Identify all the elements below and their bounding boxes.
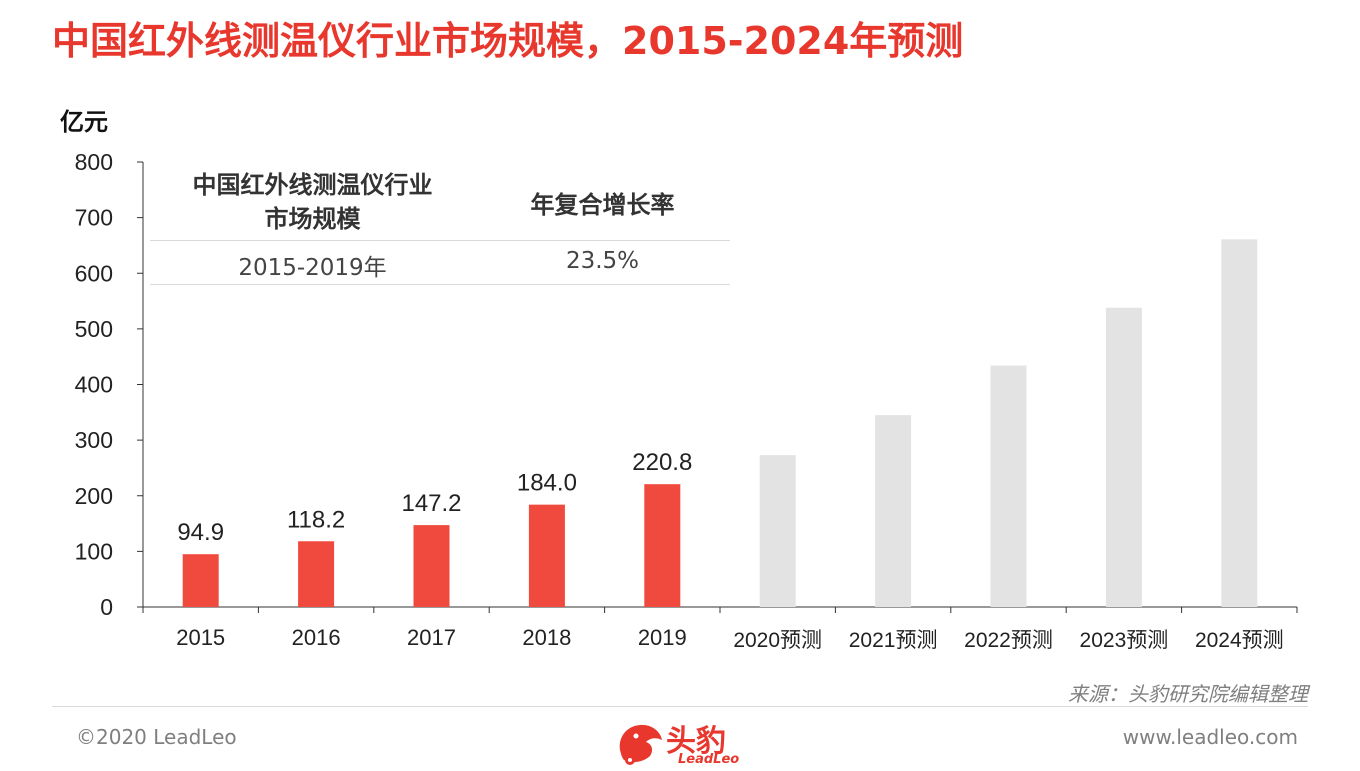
leadleo-logo: 头豹 LeadLeo [616,716,756,770]
forecast-bar [990,365,1027,607]
x-tick-label: 2024预测 [1195,629,1284,652]
forecast-bar [875,415,912,607]
copyright-text: ©2020 LeadLeo [76,725,237,749]
y-tick-label: 100 [75,538,113,564]
cagr-period: 2015-2019年 [238,255,387,281]
x-axis: 2015 2016 2017 2018 2019 2020预测 2021预测 2022预测 20… [142,606,1298,652]
website-url: www.leadleo.com [1122,725,1298,749]
y-axis-unit-label: 亿元 [60,108,108,136]
x-tick-label: 2017 [407,625,456,650]
logo-chinese-text: 头豹 [666,724,726,759]
leopard-head-icon [619,724,662,765]
page-title: 中国红外线测温仪行业市场规模，2015-2024年预测 [52,19,964,63]
actual-bar [528,504,565,607]
actual-bar [182,554,219,607]
y-tick-label: 700 [75,205,113,231]
x-tick-label: 2022预测 [964,629,1053,652]
data-label: 220.8 [632,449,692,476]
data-labels: 94.9 118.2 147.2 184.0 220.8 [177,449,692,546]
y-tick-label: 200 [75,483,113,509]
actual-bar [644,484,681,607]
forecast-bar [759,455,796,607]
forecast-bar [1105,307,1142,607]
data-label: 184.0 [517,470,577,497]
cagr-divider-top [150,240,730,241]
logo-english-text: LeadLeo [678,752,740,767]
actual-bar [413,525,450,607]
source-note: 来源：头豹研究院编辑整理 [1068,682,1308,706]
cagr-divider-bottom [150,284,730,285]
x-tick-label: 2016 [292,625,341,650]
data-label: 118.2 [287,506,345,533]
x-tick-label: 2023预测 [1080,629,1169,652]
y-tick-label: 500 [75,316,113,342]
x-tick-label: 2021预测 [849,629,938,652]
y-tick-label: 600 [75,260,113,286]
y-tick-label: 0 [100,594,113,620]
x-tick-label: 2018 [522,625,571,650]
y-axis: 0 100 200 300 400 500 600 700 800 [75,149,144,620]
data-label: 147.2 [401,490,461,517]
footer-divider [52,706,1308,707]
cagr-table: 中国红外线测温仪行业 市场规模 年复合增长率 2015-2019年 23.5% [150,160,730,290]
cagr-header-rate: 年复合增长率 [530,191,675,219]
x-tick-label: 2020预测 [733,629,822,652]
bar-series [182,239,1258,607]
cagr-header-market: 中国红外线测温仪行业 市场规模 [192,171,433,233]
y-tick-label: 300 [75,427,113,453]
y-tick-label: 400 [75,372,113,398]
x-tick-label: 2019 [638,625,687,650]
cagr-rate-value: 23.5% [565,248,640,274]
x-tick-label: 2015 [176,625,225,650]
actual-bar [298,541,335,607]
forecast-bar [1221,239,1258,607]
data-label: 94.9 [177,519,224,546]
y-tick-label: 800 [75,149,113,175]
